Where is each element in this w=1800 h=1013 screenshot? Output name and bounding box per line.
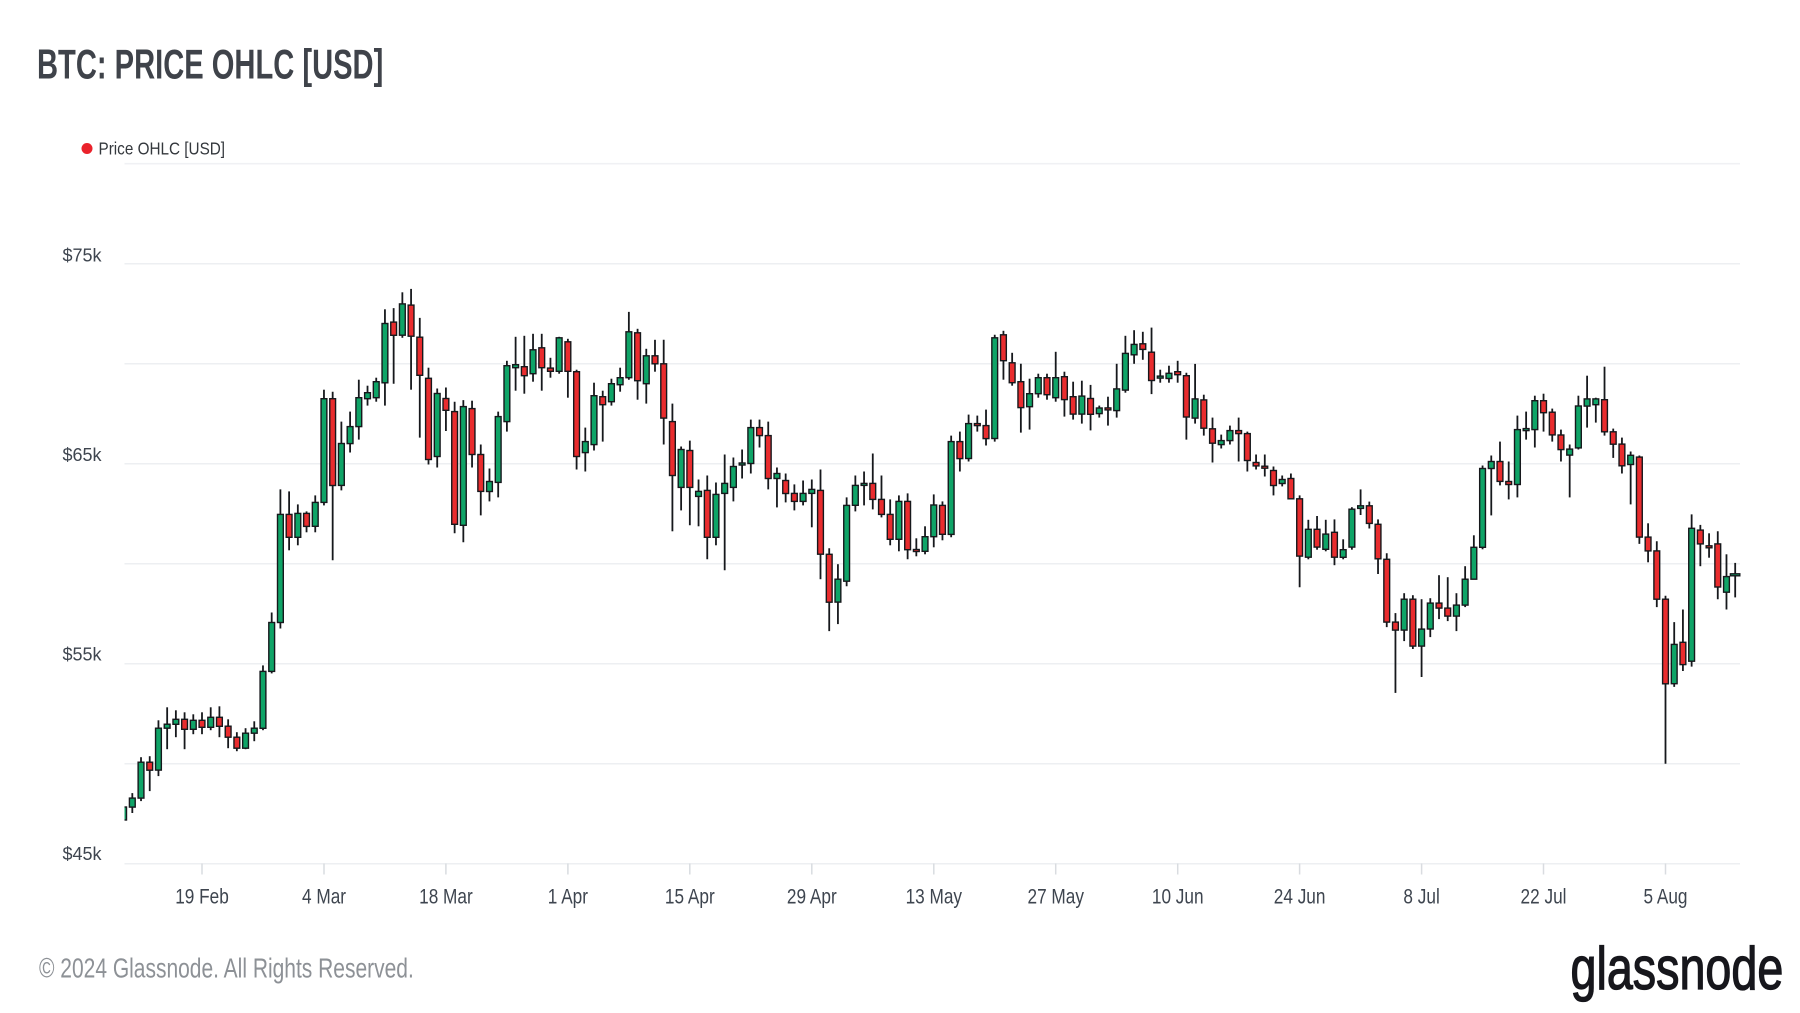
svg-text:19 Feb: 19 Feb	[175, 886, 229, 909]
svg-text:10 Jun: 10 Jun	[1152, 886, 1204, 909]
svg-text:$45k: $45k	[62, 844, 102, 864]
svg-text:Price OHLC [USD]: Price OHLC [USD]	[99, 138, 226, 158]
svg-text:glassnode: glassnode	[1571, 935, 1784, 1002]
svg-text:13 May: 13 May	[906, 886, 963, 909]
svg-text:15 Apr: 15 Apr	[665, 886, 715, 909]
svg-text:1 Apr: 1 Apr	[548, 886, 589, 909]
svg-text:BTC: PRICE OHLC [USD]: BTC: PRICE OHLC [USD]	[37, 40, 383, 88]
svg-text:27 May: 27 May	[1027, 886, 1084, 909]
svg-text:© 2024 Glassnode. All Rights R: © 2024 Glassnode. All Rights Reserved.	[39, 954, 414, 985]
svg-text:$65k: $65k	[62, 445, 102, 465]
svg-text:24 Jun: 24 Jun	[1274, 886, 1326, 909]
svg-text:5 Aug: 5 Aug	[1643, 886, 1687, 909]
svg-text:22 Jul: 22 Jul	[1521, 886, 1567, 909]
svg-text:8 Jul: 8 Jul	[1403, 886, 1439, 909]
svg-text:29 Apr: 29 Apr	[787, 886, 837, 909]
svg-text:18 Mar: 18 Mar	[419, 886, 473, 909]
svg-text:4 Mar: 4 Mar	[302, 886, 347, 909]
svg-text:$55k: $55k	[62, 645, 102, 665]
svg-text:$75k: $75k	[62, 246, 102, 266]
